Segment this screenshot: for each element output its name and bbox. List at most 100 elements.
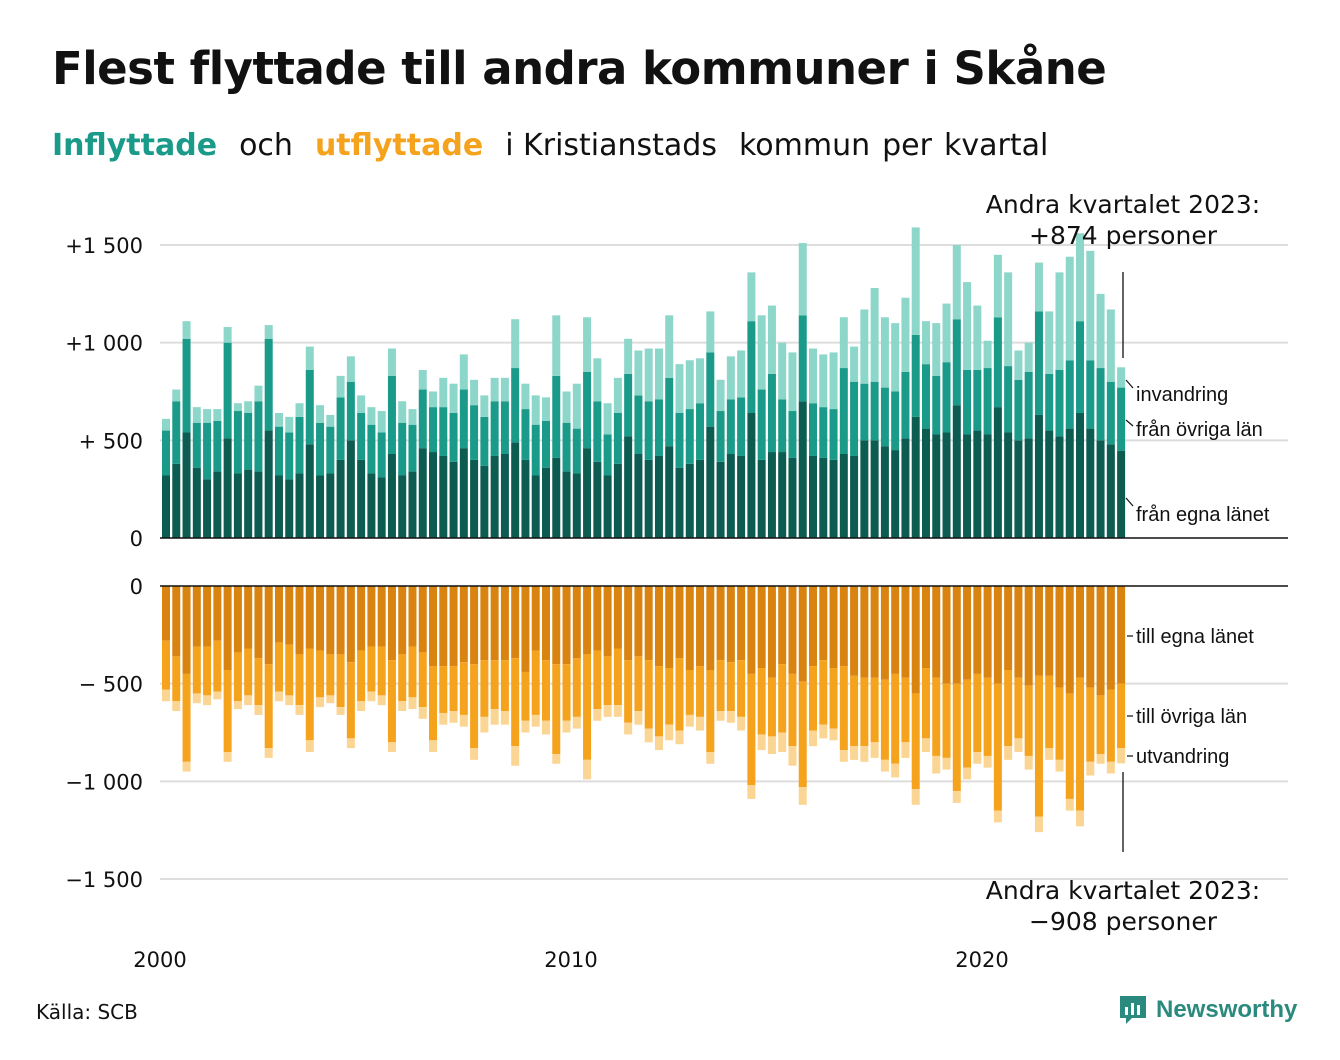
outflow-bar-segment (675, 658, 684, 731)
outflow-bar-segment (408, 697, 417, 710)
outflow-bar-segment (531, 650, 540, 715)
inflow-bar-segment (233, 473, 242, 538)
inflow-bar-segment (716, 379, 725, 412)
inflow-bar-segment (336, 459, 345, 538)
outflow-bar-segment (326, 586, 335, 655)
inflow-bar-segment (439, 455, 448, 538)
outflow-bar-segment (932, 677, 941, 756)
outflow-bar-segment (182, 673, 191, 762)
outflow-bar-segment (398, 586, 407, 655)
inflow-bar-segment (757, 459, 766, 538)
inflow-bar-segment (274, 426, 283, 476)
inflow-bar-segment (973, 370, 982, 431)
outflow-bar-segment (1076, 677, 1085, 811)
outflow-bar-segment (521, 720, 530, 733)
inflow-bar-segment (233, 411, 242, 474)
outflow-bar-segment (295, 654, 304, 706)
outflow-bar-segment (634, 586, 643, 657)
inflow-bar-segment (685, 360, 694, 410)
outflow-bar-segment (1055, 586, 1064, 688)
outflow-bar-segment (439, 712, 448, 725)
outflow-bar-segment (244, 648, 253, 696)
outflow-bar-segment (326, 654, 335, 696)
inflow-bar-segment (819, 407, 828, 458)
outflow-bar-segment (244, 586, 253, 649)
outflow-bar-segment (624, 586, 633, 661)
inflow-bar-segment (244, 412, 253, 470)
inflow-bar-segment (326, 414, 335, 427)
outflow-bar-segment (911, 693, 920, 790)
inflow-bar-segment (767, 452, 776, 538)
inflow-bar-segment (459, 354, 468, 390)
outflow-bar-segment (1106, 689, 1115, 762)
outflow-bar-segment (1106, 586, 1115, 690)
inflow-bar-segment (244, 401, 253, 413)
outflow-bar-segment (747, 586, 756, 674)
outflow-bar-segment (336, 586, 345, 655)
outflow-bar-segment (264, 748, 273, 758)
outflow-bar-segment (942, 757, 951, 770)
top-series-label: invandring (1136, 384, 1228, 406)
outflow-bar-segment (716, 660, 725, 712)
outflow-bar-segment (901, 586, 910, 678)
outflow-bar-segment (767, 677, 776, 737)
inflow-bar-segment (162, 418, 170, 431)
inflow-bar-segment (654, 399, 663, 456)
outflow-bar-segment (624, 722, 633, 735)
inflow-bar-segment (1076, 321, 1085, 413)
outflow-bar-segment (480, 660, 489, 717)
inflow-bar-segment (336, 375, 345, 398)
inflow-bar-segment (1076, 412, 1085, 538)
inflow-bar-segment (295, 403, 304, 417)
inflow-bar-segment (285, 479, 294, 538)
inflow-bar-segment (172, 389, 181, 402)
outflow-bar-segment (706, 669, 715, 753)
inflow-bar-segment (860, 309, 869, 384)
outflow-bar-segment (223, 752, 232, 762)
inflow-bar-segment (891, 391, 900, 451)
inflow-bar-segment (500, 377, 509, 402)
inflow-bar-segment (223, 438, 232, 538)
outflow-bar-segment (203, 646, 212, 696)
outflow-bar-segment (1045, 586, 1054, 676)
inflow-bar-segment (685, 409, 694, 464)
inflow-bar-segment (726, 399, 735, 455)
outflow-bar-segment (244, 695, 253, 706)
inflow-bar-segment (1086, 360, 1095, 429)
inflow-bar-segment (654, 348, 663, 400)
inflow-bar-segment (367, 473, 376, 538)
outflow-bar-segment (921, 738, 930, 753)
outflow-bar-segment (1086, 586, 1095, 688)
outflow-bar-segment (1065, 798, 1074, 811)
inflow-bar-segment (203, 422, 212, 480)
inflow-bar-segment (788, 352, 797, 412)
inflow-bar-segment (408, 471, 417, 538)
inflow-bar-segment (500, 401, 509, 455)
outflow-bar-segment (285, 644, 294, 696)
inflow-bar-segment (213, 409, 222, 421)
subtitle-kommun: kommun (738, 128, 871, 163)
inflow-bar-segment (1024, 342, 1033, 372)
outflow-bar-segment (274, 691, 283, 702)
outflow-bar-segment (880, 586, 889, 680)
outflow-bar-segment (963, 679, 972, 768)
inflow-bar-segment (223, 327, 232, 343)
x-tick-label: 2020 (955, 948, 1008, 972)
inflow-bar-segment (624, 436, 633, 538)
outflow-bar-segment (911, 789, 920, 805)
inflow-bar-segment (850, 381, 859, 456)
outflow-bar-segment (716, 586, 725, 661)
outflow-bar-segment (1024, 755, 1033, 770)
inflow-bar-segment (357, 412, 366, 460)
inflow-bar-segment (716, 411, 725, 462)
outflow-bar-segment (583, 654, 592, 760)
outflow-bar-segment (439, 666, 448, 713)
outflow-bar-segment (377, 695, 386, 706)
top-series-leader (1125, 419, 1134, 427)
outflow-bar-segment (952, 791, 961, 803)
inflow-bar-segment (665, 377, 674, 447)
outflow-bar-segment (809, 730, 818, 747)
subtitle-inflyttade: Inflyttade (52, 128, 218, 163)
outflow-bar-segment (367, 586, 376, 647)
inflow-bar-segment (1076, 233, 1085, 322)
